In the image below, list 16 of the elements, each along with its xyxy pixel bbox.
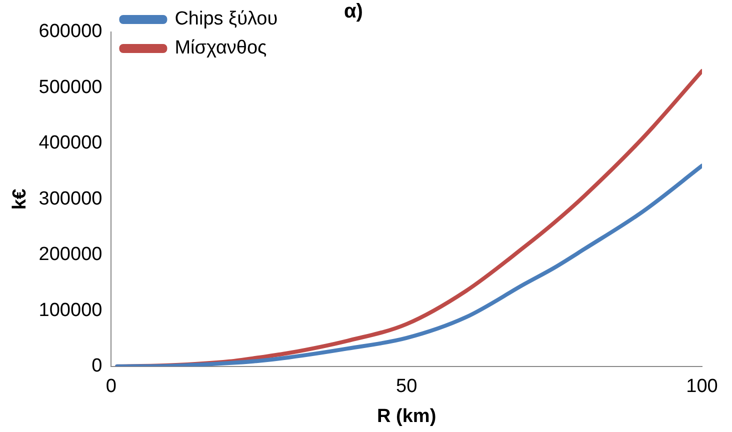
legend-label: Chips ξύλου bbox=[174, 8, 278, 30]
y-tick-label: 300000 bbox=[38, 188, 102, 210]
y-tick-label: 100000 bbox=[38, 300, 102, 321]
y-tick-label: 200000 bbox=[38, 244, 102, 266]
x-tick-label: 0 bbox=[106, 376, 116, 398]
x-axis-title: R (km) bbox=[377, 406, 436, 427]
y-tick-label: 400000 bbox=[38, 132, 102, 154]
legend-label: Μίσχανθος bbox=[174, 38, 267, 59]
line-series bbox=[115, 164, 702, 366]
chart-title: α) bbox=[344, 0, 363, 23]
x-tick-label: 100 bbox=[686, 376, 718, 398]
y-tick-label: 500000 bbox=[38, 76, 102, 98]
y-axis-title: k€ bbox=[10, 188, 31, 210]
y-tick-label: 600000 bbox=[38, 21, 102, 42]
y-tick-label: 0 bbox=[92, 356, 102, 377]
x-tick-label: 50 bbox=[396, 376, 418, 398]
